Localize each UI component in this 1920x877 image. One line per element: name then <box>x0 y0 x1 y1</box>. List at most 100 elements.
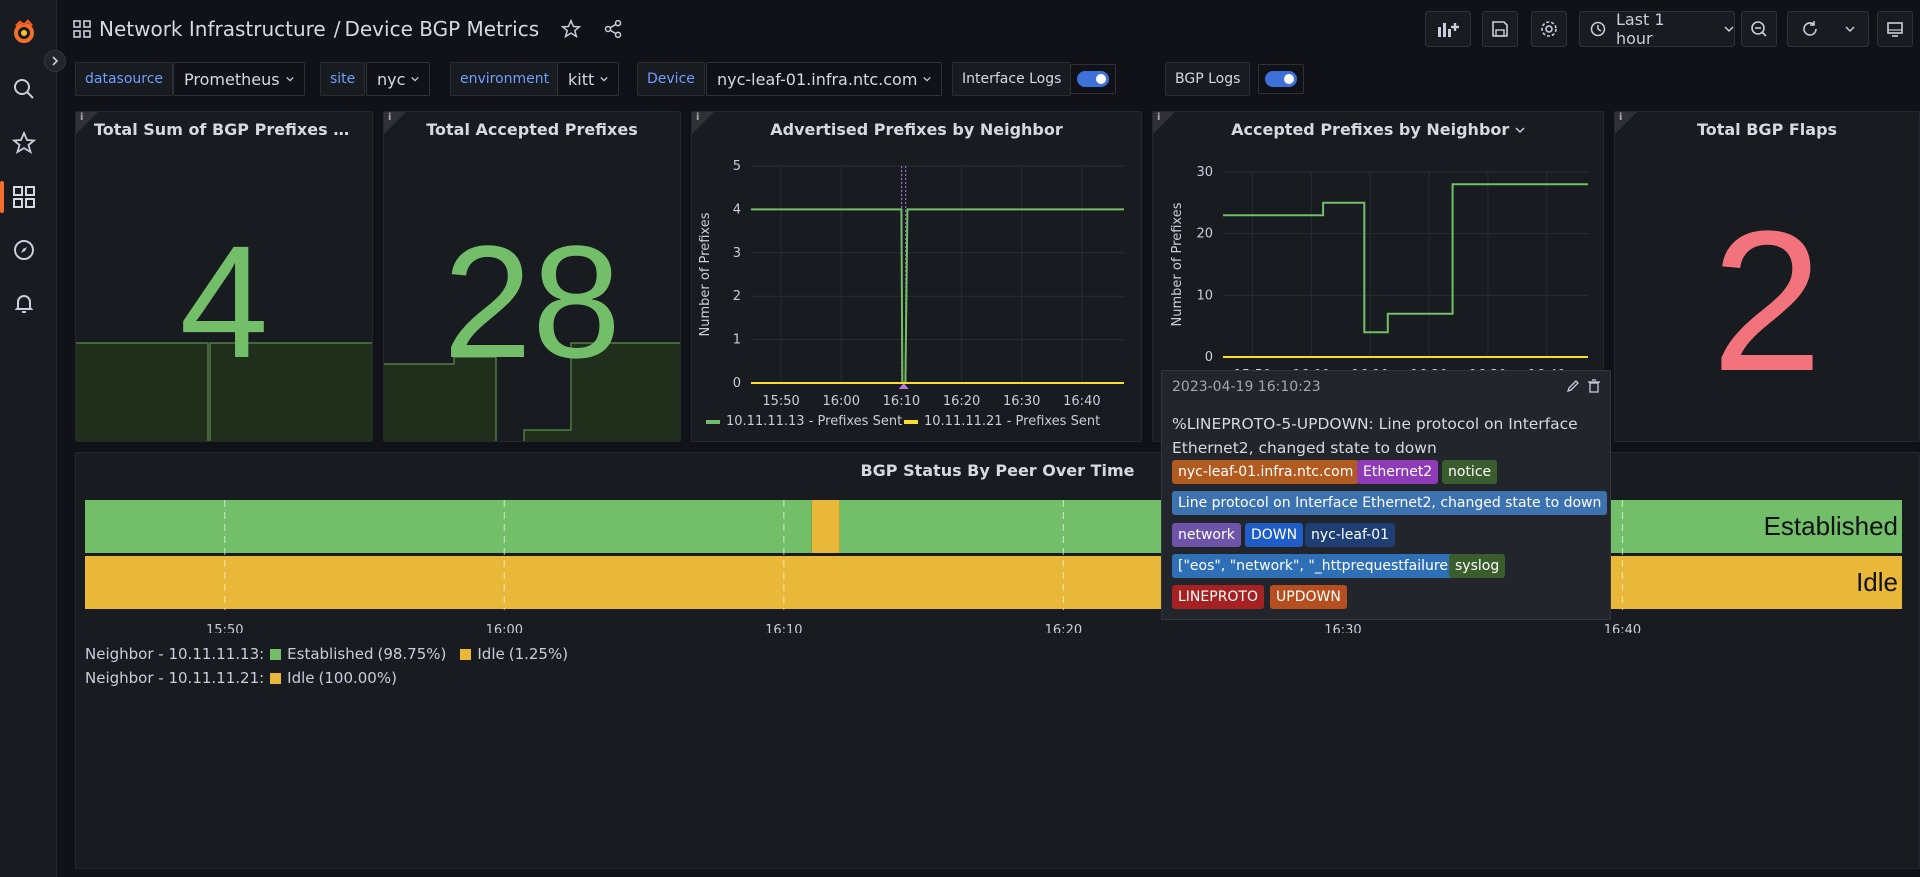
y-tick-label: 2 <box>733 289 741 304</box>
interface-logs-toggle[interactable] <box>1070 64 1116 94</box>
legend-state[interactable]: Established <box>287 645 374 663</box>
legend-item[interactable]: 10.11.11.21 - Prefixes Sent <box>904 414 1100 429</box>
breadcrumb-folder[interactable]: Network Infrastructure <box>99 17 326 41</box>
dashboard-settings-button[interactable] <box>1531 11 1567 47</box>
dashboards-icon[interactable] <box>10 183 38 211</box>
y-tick-label: 20 <box>1196 227 1213 242</box>
var-label-device: Device <box>637 62 705 96</box>
explore-compass-icon[interactable] <box>10 236 38 264</box>
zoom-out-button[interactable] <box>1741 11 1777 47</box>
bgp-logs-toggle[interactable] <box>1258 64 1304 94</box>
annotation-tag[interactable]: ["eos", "network", "_httprequestfailure"… <box>1172 554 1466 578</box>
add-panel-button[interactable] <box>1425 11 1471 47</box>
sparkline <box>384 342 680 441</box>
y-axis-label: Number of Prefixes <box>1170 202 1185 326</box>
legend-label: 10.11.11.21 - Prefixes Sent <box>924 414 1101 429</box>
timeline-legend-row: Neighbor - 10.11.11.13: Established (98.7… <box>85 645 568 663</box>
grafana-logo-icon[interactable] <box>10 18 38 46</box>
info-icon[interactable]: i <box>692 112 714 134</box>
annotation-tag[interactable]: network <box>1172 523 1241 547</box>
legend-state[interactable]: Idle <box>477 645 505 663</box>
var-value: nyc <box>377 69 406 89</box>
annotation-tag[interactable]: nyc-leaf-01.infra.ntc.com <box>1172 460 1360 484</box>
annotation-time: 2023-04-19 16:10:23 <box>1172 379 1321 395</box>
breadcrumb-separator: / <box>333 17 341 41</box>
dashboard-title[interactable]: Device BGP Metrics <box>344 17 540 41</box>
sidebar <box>0 0 57 877</box>
alerting-bell-icon[interactable] <box>10 289 38 317</box>
panel-title[interactable]: Accepted Prefixes by Neighbor <box>1153 120 1603 139</box>
time-range-picker[interactable]: Last 1 hour <box>1579 10 1735 48</box>
info-icon[interactable]: i <box>1615 112 1637 134</box>
var-value: kitt <box>568 69 595 89</box>
x-tick-label: 16:00 <box>823 394 860 409</box>
info-icon[interactable]: i <box>384 112 406 134</box>
kiosk-mode-button[interactable] <box>1877 11 1913 47</box>
sidebar-expand-button[interactable] <box>44 50 66 72</box>
panel-total-accepted[interactable]: i Total Accepted Prefixes 28 <box>383 111 681 442</box>
annotation-tag[interactable]: UPDOWN <box>1270 585 1347 609</box>
annotation-tag[interactable]: notice <box>1442 460 1498 484</box>
y-tick-label: 4 <box>733 202 741 217</box>
annotation-tooltip: 2023-04-19 16:10:23 %LINEPROTO-5-UPDOWN:… <box>1161 370 1611 620</box>
var-value: nyc-leaf-01.infra.ntc.com <box>717 69 918 89</box>
y-axis-label: Number of Prefixes <box>698 212 713 336</box>
state-timeline[interactable]: Established Idle 15:50 16:00 16:10 16:20 16:30… <box>76 453 1920 633</box>
stat-value: 2 <box>1711 190 1823 413</box>
legend-pct: (100.00%) <box>318 669 397 687</box>
annotation-tag[interactable]: DOWN <box>1245 523 1304 547</box>
gear-icon <box>1541 21 1557 37</box>
toggle-label-bgp-logs: BGP Logs <box>1165 62 1251 96</box>
x-tick-label: 16:10 <box>765 623 802 633</box>
y-tick-label: 30 <box>1196 165 1213 180</box>
timeline-segment <box>85 556 1902 609</box>
zoom-out-icon <box>1751 21 1767 37</box>
series-line <box>1223 183 1588 334</box>
chevron-down-icon <box>1515 127 1525 134</box>
annotation-tag[interactable]: LINEPROTO <box>1172 585 1265 609</box>
share-icon[interactable] <box>603 19 623 39</box>
star-icon[interactable] <box>561 19 582 39</box>
panel-title[interactable]: Total BGP Flaps <box>1696 120 1838 139</box>
save-icon <box>1492 21 1508 37</box>
x-tick-label: 16:40 <box>1604 623 1641 633</box>
panel-bgp-flaps[interactable]: i Total BGP Flaps 2 <box>1614 111 1920 442</box>
var-select-environment[interactable]: kitt <box>557 62 620 96</box>
annotation-tag[interactable]: syslog <box>1449 554 1506 578</box>
info-icon[interactable]: i <box>76 112 98 134</box>
info-icon[interactable]: i <box>1153 112 1175 134</box>
x-tick-label: 16:20 <box>943 394 980 409</box>
var-select-device[interactable]: nyc-leaf-01.infra.ntc.com <box>706 62 943 96</box>
x-tick-label: 16:30 <box>1003 394 1040 409</box>
active-indicator <box>0 181 4 213</box>
annotation-tag[interactable]: nyc-leaf-01 <box>1305 523 1396 547</box>
var-select-datasource[interactable]: Prometheus <box>173 62 305 96</box>
timeline-segment <box>811 500 840 553</box>
delete-trash-icon[interactable] <box>1587 379 1601 393</box>
panel-total-advertised[interactable]: i Total Sum of BGP Prefixes Adve... 4 <box>75 111 373 442</box>
save-dashboard-button[interactable] <box>1482 11 1518 47</box>
top-nav: Network Infrastructure / Device BGP Metr… <box>57 0 1920 60</box>
refresh-button[interactable] <box>1787 11 1869 47</box>
advertised-chart[interactable]: 0 1 2 3 4 5 15:50 16:00 16:10 16:20 16:30 16:40 Numb… <box>692 112 1142 442</box>
time-range-label: Last 1 hour <box>1615 10 1665 48</box>
add-panel-icon <box>1438 23 1459 37</box>
search-icon[interactable] <box>10 75 38 103</box>
chevron-down-icon <box>923 76 932 82</box>
annotation-tag[interactable]: Line protocol on Interface Ethernet2, ch… <box>1172 491 1608 515</box>
panel-bgp-status[interactable]: BGP Status By Peer Over Time Established… <box>75 452 1920 869</box>
legend-item[interactable]: 10.11.11.13 - Prefixes Sent <box>706 414 902 429</box>
breadcrumb: Network Infrastructure / Device BGP Metr… <box>73 17 623 41</box>
chevron-down-icon <box>411 76 420 82</box>
annotation-tag[interactable]: Ethernet2 <box>1357 460 1439 484</box>
x-tick-label: 16:00 <box>486 623 523 633</box>
legend-state[interactable]: Idle <box>287 669 315 687</box>
chevron-down-icon <box>1724 26 1734 33</box>
y-tick-label: 0 <box>1205 350 1213 365</box>
timeline-row-label: Idle <box>1856 567 1898 597</box>
timeline-legend-row: Neighbor - 10.11.11.21: Idle (100.00%) <box>85 669 397 687</box>
starred-icon[interactable] <box>10 129 38 157</box>
var-select-site[interactable]: nyc <box>366 62 431 96</box>
edit-pencil-icon[interactable] <box>1566 379 1580 393</box>
